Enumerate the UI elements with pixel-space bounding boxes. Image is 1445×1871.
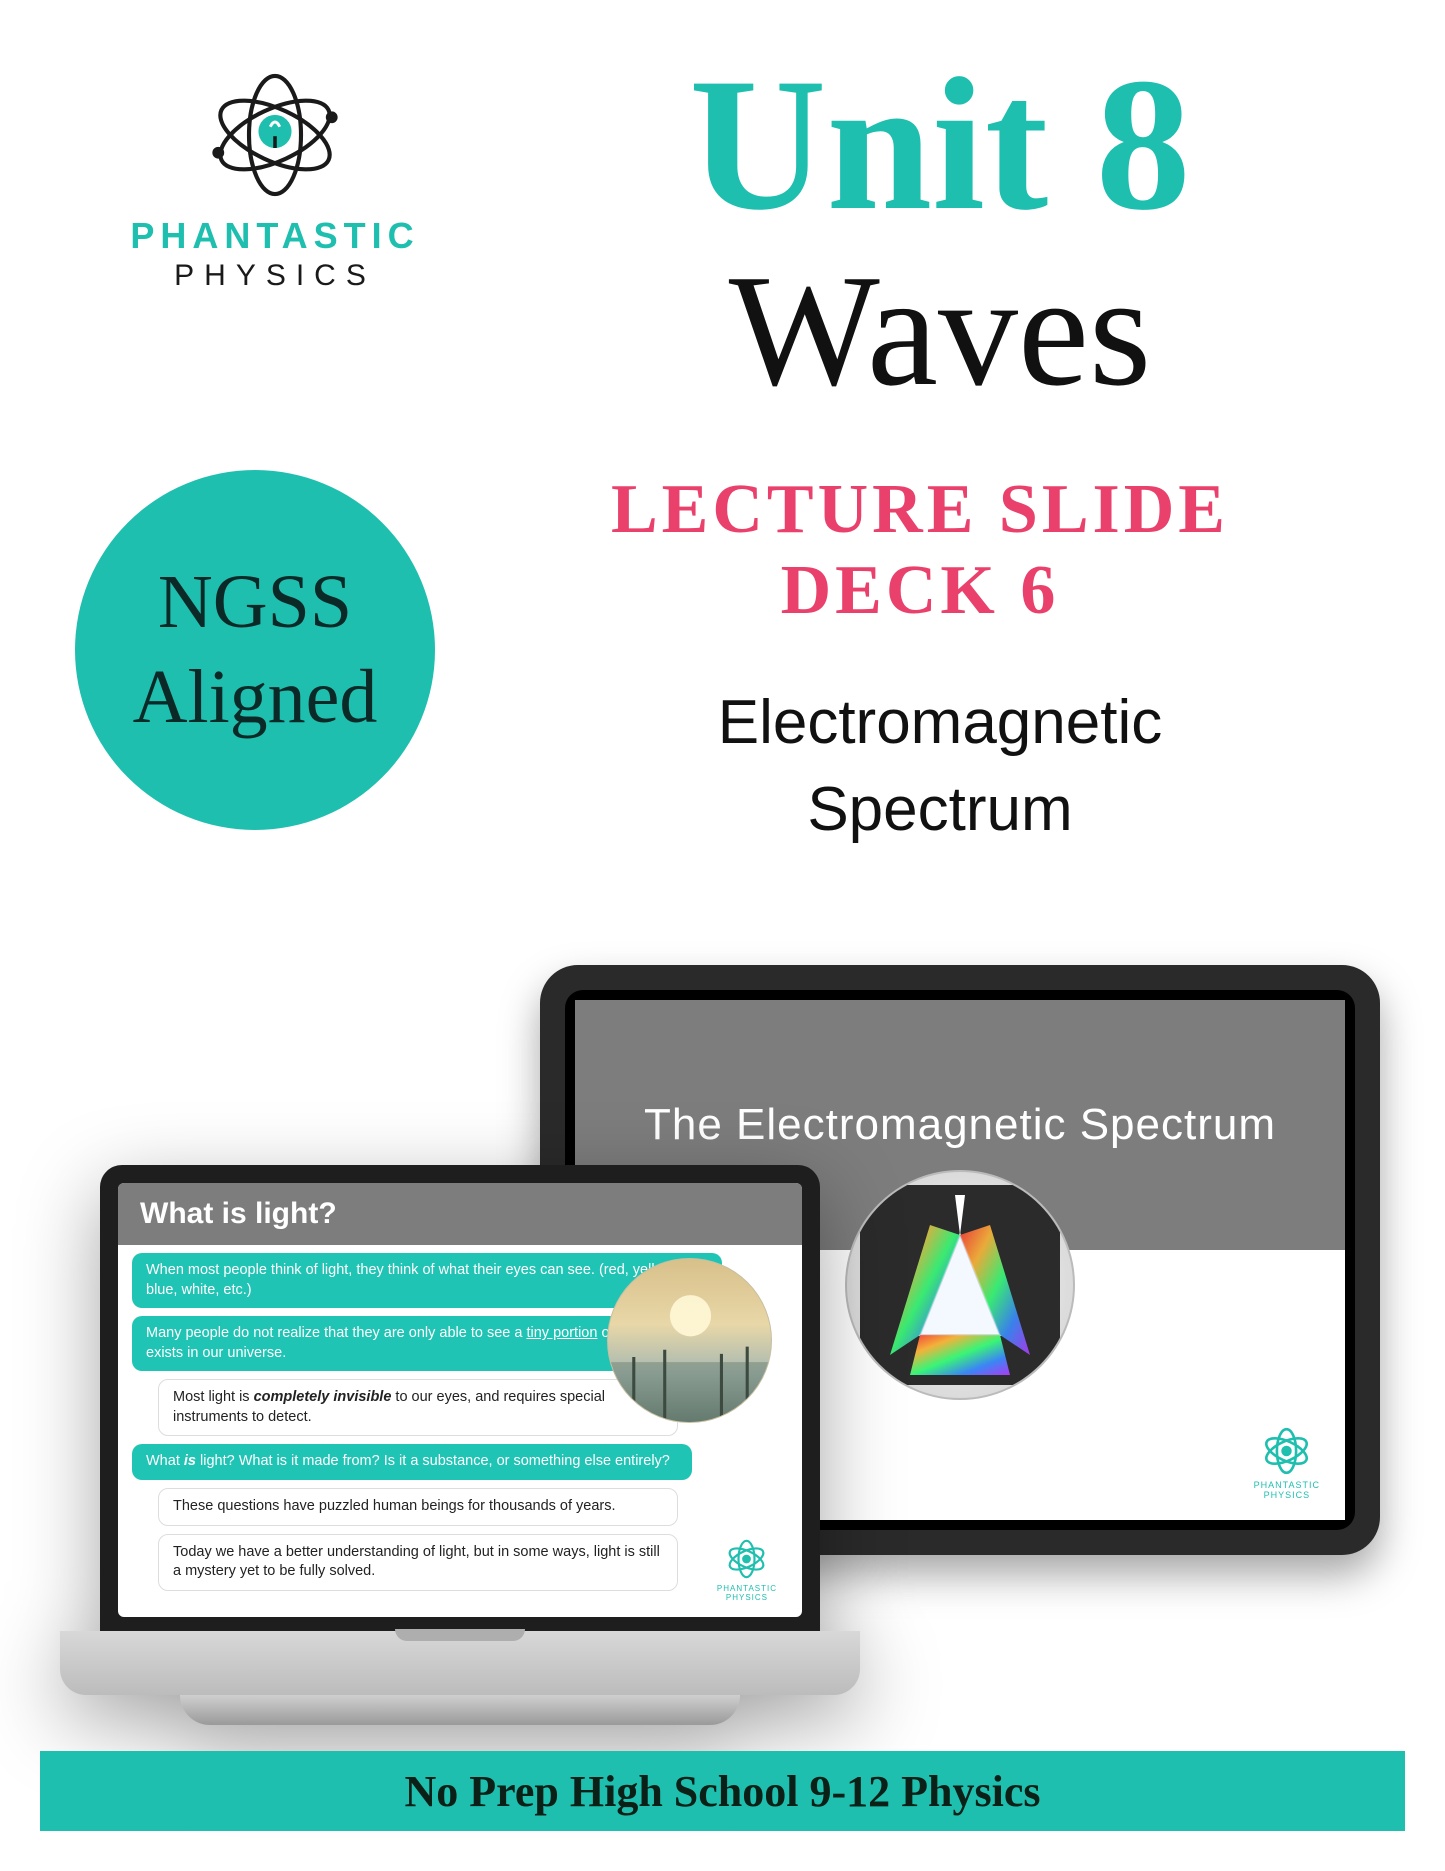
brand-name-top: PHANTASTIC [130,215,420,257]
laptop-screen: What is light? When most people think of… [118,1183,802,1617]
sunset-image [607,1258,772,1423]
lecture-line-1: LECTURE SLIDE [611,471,1229,548]
laptop-mockup: What is light? When most people think of… [60,1165,860,1725]
tablet-mini-logo: PHANTASTICPHYSICS [1254,1427,1320,1500]
laptop-foot [180,1695,740,1725]
topic-title: Electromagnetic Spectrum [500,680,1380,854]
badge-line-2: Aligned [133,650,378,745]
slide-bullet-5: These questions have puzzled human being… [158,1488,678,1526]
lecture-title: LECTURE SLIDE DECK 6 [440,470,1400,631]
subject-title: Waves [500,250,1380,410]
slide-bullet-3: Most light is completely invisible to ou… [158,1379,678,1436]
brand-logo: PHANTASTIC PHYSICS [130,70,420,293]
unit-title: Unit 8 [500,50,1380,240]
lecture-line-2: DECK 6 [781,552,1060,629]
badge-line-1: NGSS [158,555,352,650]
laptop-mini-logo: PHANTASTICPHYSICS [717,1539,777,1602]
topic-line-1: Electromagnetic [718,688,1163,757]
laptop-notch [395,1629,525,1641]
slide-bullet-4: What is light? What is it made from? Is … [132,1444,692,1480]
topic-line-2: Spectrum [807,775,1072,844]
brand-name-bottom: PHYSICS [130,259,420,293]
footer-band: No Prep High School 9-12 Physics [40,1751,1405,1831]
laptop-slide-header: What is light? [118,1183,802,1245]
ngss-badge: NGSS Aligned [75,470,435,830]
prism-image [845,1170,1075,1400]
atom-icon [200,70,350,200]
slide-bullet-6: Today we have a better understanding of … [158,1534,678,1591]
